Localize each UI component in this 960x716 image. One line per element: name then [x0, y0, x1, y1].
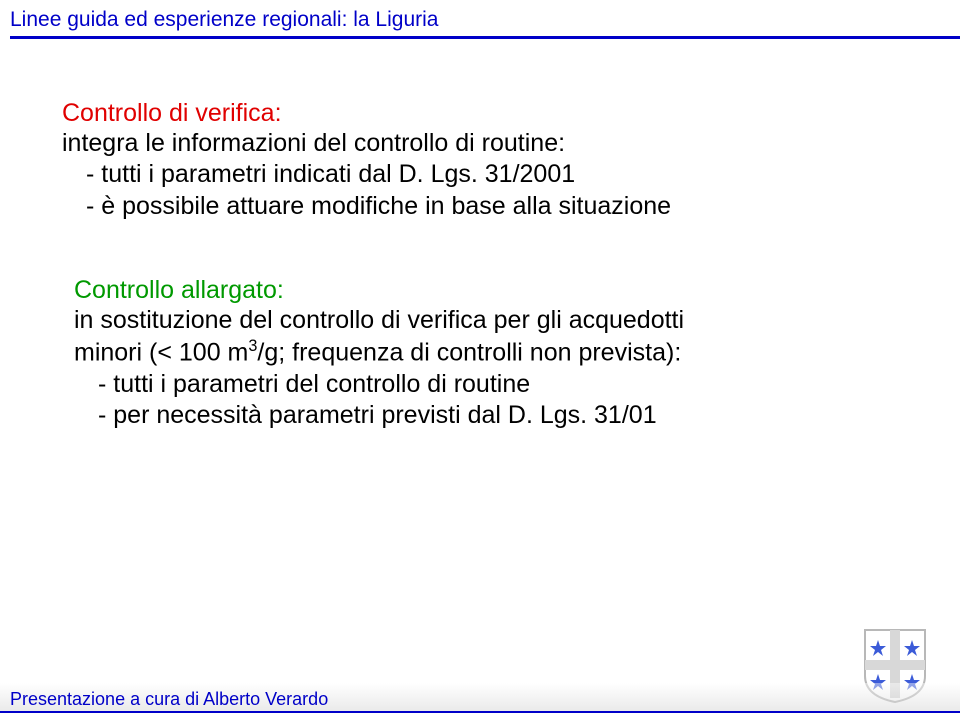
header-title: Linee guida ed esperienze regionali: la …	[10, 8, 960, 32]
text-span: minori (< 100 m	[74, 338, 248, 366]
slide-header: Linee guida ed esperienze regionali: la …	[0, 0, 960, 39]
text-line: in sostituzione del controllo di verific…	[74, 305, 900, 336]
text-line: - tutti i parametri indicati dal D. Lgs.…	[62, 159, 900, 190]
heading-allargato: Controllo allargato:	[74, 276, 900, 305]
text-line: - tutti i parametri del controllo di rou…	[74, 369, 900, 400]
footer-text: Presentazione a cura di Alberto Verardo	[10, 689, 328, 710]
text-line: - per necessità parametri previsti dal D…	[74, 400, 900, 431]
heading-verifica: Controllo di verifica:	[62, 99, 900, 128]
text-line: minori (< 100 m3/g; frequenza di control…	[74, 336, 900, 369]
text-line: integra le informazioni del controllo di…	[62, 128, 900, 159]
slide-content: Controllo di verifica: integra le inform…	[0, 39, 960, 431]
slide-footer: Presentazione a cura di Alberto Verardo	[0, 676, 960, 716]
block-verifica: Controllo di verifica: integra le inform…	[62, 99, 900, 222]
footer-rule	[0, 711, 960, 713]
text-line: - è possibile attuare modifiche in base …	[62, 191, 900, 222]
text-span: /g; frequenza di controlli non prevista)…	[257, 338, 681, 366]
block-allargato: Controllo allargato: in sostituzione del…	[62, 276, 900, 431]
